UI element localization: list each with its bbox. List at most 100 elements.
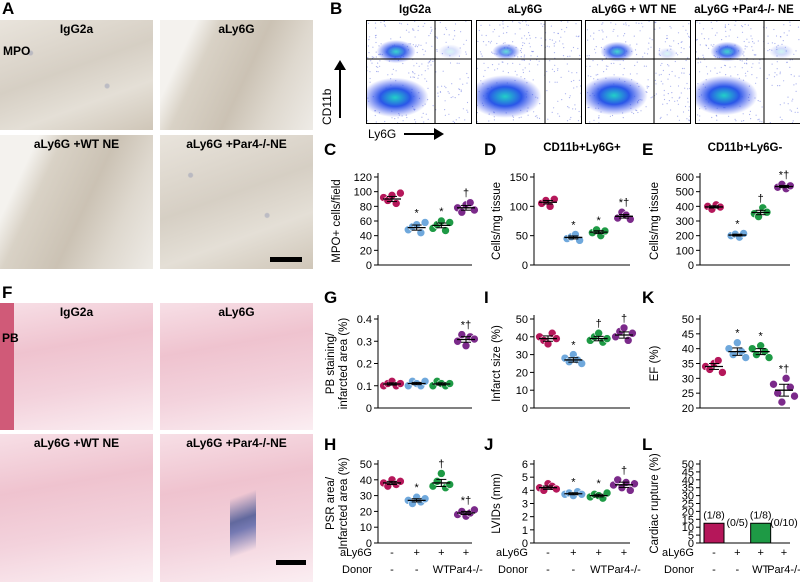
y-tick-label: 100 (676, 245, 694, 257)
data-point (457, 207, 467, 217)
panel-letter-i: I (484, 288, 489, 307)
group-value: - (712, 547, 716, 559)
significance-mark: *† (619, 197, 629, 209)
y-tick-label: 45 (682, 467, 694, 479)
significance-mark: † (621, 313, 627, 325)
y-tick-label: 6 (522, 459, 528, 471)
ihc-tile-igg2a: IgG2a MPO (0, 20, 153, 130)
group-value: + (462, 547, 470, 559)
y-tick-label: 400 (676, 201, 694, 213)
group-value: + (570, 547, 577, 559)
bar-label: (1/8) (750, 509, 772, 521)
data-point (465, 198, 475, 207)
stain-label-mpo: MPO (3, 44, 31, 58)
y-tick-label: 0.2 (357, 359, 372, 371)
y-tick-label: 30 (516, 350, 528, 362)
y-tick-label: 30 (682, 491, 694, 503)
chart-c: C 0 20 40 60 80 100 120 MPO+ cells/field * * † (324, 140, 479, 272)
group-row-label: Donor (342, 564, 372, 576)
y-axis-label: MPO+ cells/field (331, 179, 343, 262)
y-tick-label: 0 (522, 538, 528, 550)
group-value: - (414, 564, 419, 576)
bar-label: (0/5) (727, 517, 749, 529)
data-point (769, 379, 778, 389)
y-axis-label: EF (%) (649, 345, 661, 381)
y-tick-label: 50 (682, 314, 694, 326)
chart-i: I 0 10 20 30 40 50 Infarct size (%) * † † (484, 288, 637, 415)
ihc-label-igg2a: IgG2a (59, 22, 94, 36)
data-point (396, 477, 405, 486)
y-tick-label: 0.1 (357, 381, 372, 393)
group-value: WT (432, 564, 450, 576)
y-tick-label: 20 (682, 403, 694, 415)
pb-tile-wt-ne: aLy6G +WT NE (0, 434, 153, 582)
y-axis-label: Cells/mg tissue (649, 182, 661, 260)
data-point (420, 218, 430, 227)
chart-title: CD11b+Ly6G+ (543, 142, 621, 154)
stain-label-pb: PB (2, 331, 19, 345)
panel-letter-l: L (642, 435, 652, 454)
y-tick-label: 60 (360, 216, 372, 228)
flow-plot (476, 20, 582, 124)
panel-letter-b: B (330, 0, 343, 18)
y-tick-label: 5 (522, 472, 528, 484)
y-tick-label: 10 (360, 522, 372, 534)
ihc-tile-wt-ne: aLy6G +WT NE (0, 135, 153, 269)
data-point (457, 330, 467, 339)
flow-population (492, 43, 521, 60)
data-point (577, 359, 587, 368)
data-point (420, 494, 430, 504)
y-axis-label: Infarct size (%) (491, 325, 503, 402)
group-value: WT (590, 564, 608, 576)
data-point (718, 368, 727, 377)
flow-label-igg2a: IgG2a (399, 4, 431, 16)
significance-mark: * (415, 482, 420, 494)
group-value: + (438, 547, 445, 559)
data-point (713, 356, 723, 365)
flow-population (437, 44, 463, 59)
significance-mark: * (735, 218, 740, 230)
y-tick-label: 40 (516, 332, 528, 344)
flow-svg (696, 21, 800, 123)
ihc-label-par4-ne: aLy6G +Par4-/-NE (186, 137, 287, 151)
y-tick-label: 30 (360, 491, 372, 503)
chart-k: K 20 25 30 35 40 45 50 EF (%) * * *† (642, 288, 799, 415)
scale-bar (276, 560, 306, 565)
group-value: Par4-/- (607, 564, 641, 576)
flow-population (600, 41, 634, 62)
y-tick-label: 20 (516, 367, 528, 379)
y-tick-label: 45 (682, 329, 694, 341)
significance-mark: *† (461, 495, 471, 507)
chart-e: E CD11b+Ly6G- 0 100 200 300 400 500 600 Cells/mg … (642, 140, 795, 272)
group-value: - (571, 564, 576, 576)
y-tick-label: 0 (366, 260, 372, 272)
y-tick-label: 3 (522, 499, 528, 511)
data-point (777, 397, 787, 407)
y-tick-label: 4 (522, 485, 528, 497)
y-tick-label: 40 (682, 475, 694, 487)
ihc-label-wt-ne: aLy6G +WT NE (33, 137, 120, 151)
group-value: - (390, 564, 394, 576)
y-tick-label: 500 (676, 187, 694, 199)
y-axis-label: PSR area/ (325, 476, 337, 530)
flow-plot (585, 20, 691, 124)
ihc-label-aly6g: aLy6G (218, 22, 255, 36)
group-value: - (390, 547, 394, 559)
y-tick-label: 0 (366, 538, 372, 550)
y-axis-arrow (339, 68, 341, 118)
flow-population (586, 75, 648, 116)
significance-mark: * (571, 477, 576, 489)
y-tick-label: 35 (682, 483, 694, 495)
y-tick-label: 20 (682, 506, 694, 518)
y-tick-label: 120 (354, 172, 372, 184)
significance-mark: * (571, 340, 576, 352)
significance-mark: † (758, 193, 764, 205)
significance-mark: * (415, 207, 420, 219)
flow-population (367, 77, 429, 118)
y-axis-label: Cells/mg tissue (491, 182, 503, 260)
flow-label-wt-ne: aLy6G + WT NE (591, 4, 677, 16)
data-point (628, 328, 637, 338)
data-point (550, 194, 559, 204)
y-tick-label: 0 (688, 538, 694, 550)
y-tick-label: 30 (682, 373, 694, 385)
